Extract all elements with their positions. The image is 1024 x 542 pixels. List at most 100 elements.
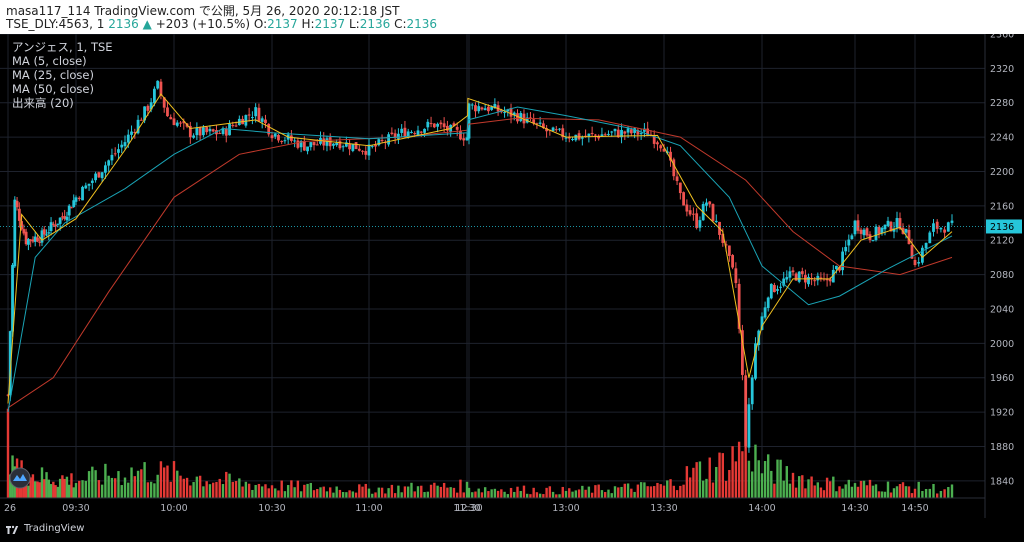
candle-body (100, 172, 104, 179)
volume-bar (932, 483, 935, 498)
candle-body (541, 123, 545, 128)
candle-body (935, 221, 939, 229)
candle-body (113, 153, 117, 155)
candle-body (636, 129, 640, 135)
candle-body (309, 142, 313, 148)
candle-body (750, 377, 754, 405)
candle-body (192, 135, 195, 138)
candle-body (892, 228, 896, 232)
volume-bar (607, 489, 610, 498)
candle-body (782, 278, 786, 286)
ma25-line (7, 106, 953, 413)
candle-body (813, 280, 817, 282)
volume-bar (643, 482, 646, 498)
candle-body (554, 129, 558, 131)
volume-bar (630, 488, 633, 498)
candle-body (65, 216, 69, 221)
ma5-line (7, 93, 953, 404)
candle-body (270, 135, 274, 139)
legend-symbol[interactable]: アンジェス, 1, TSE (12, 40, 113, 54)
volume-bar (351, 491, 355, 498)
volume-bar (535, 492, 539, 498)
candle-body (70, 207, 73, 209)
legend-ma50[interactable]: MA (50, close) (12, 82, 94, 96)
volume-bar (798, 476, 801, 498)
volume-bar (597, 484, 600, 498)
candle-body (315, 144, 319, 146)
volume-bar (120, 485, 123, 498)
candle-body (260, 118, 264, 122)
candle-body (390, 132, 394, 135)
time-tick-label: 13:00 (552, 503, 579, 514)
candle-body (794, 273, 798, 281)
volume-bar (429, 484, 433, 498)
candle-body (446, 125, 449, 131)
volume-bar (503, 491, 506, 498)
volume-bar (770, 470, 773, 498)
candle-body (211, 129, 215, 132)
volume-bar (393, 493, 397, 498)
candle-body (567, 137, 571, 139)
legend-volume[interactable]: 出来高 (20) (12, 96, 74, 110)
volume-bar (862, 480, 866, 498)
change-value: +203 (+10.5%) (155, 17, 251, 31)
volume-bar (377, 487, 380, 498)
volume-bar (94, 470, 97, 498)
candle-body (302, 141, 306, 151)
volume-bar (309, 482, 312, 498)
volume-bar (416, 486, 420, 498)
candle-body (139, 119, 143, 121)
volume-bar (744, 422, 747, 498)
volume-bar (49, 484, 53, 498)
candle-body (84, 185, 88, 189)
candle-body (924, 242, 928, 249)
candle-body (835, 265, 838, 270)
candle-body (532, 119, 536, 124)
publish-info: masa117_114 TradingView.com で公開, 5月 26, … (6, 4, 400, 18)
volume-bar (58, 478, 62, 498)
volume-bar (420, 485, 423, 498)
legend-ma25[interactable]: MA (25, close) (12, 68, 94, 82)
volume-bar (149, 481, 153, 498)
candle-body (652, 135, 656, 144)
candle-body (419, 131, 423, 133)
time-tick-label: 14:00 (748, 503, 775, 514)
volume-bar (865, 485, 869, 498)
volume-bar (506, 494, 509, 498)
legend-ma5[interactable]: MA (5, close) (12, 54, 87, 68)
volume-bar (513, 491, 516, 498)
volume-bar (354, 492, 358, 498)
volume-bar (63, 478, 66, 498)
candle-body (932, 223, 935, 232)
volume-bar (682, 484, 685, 498)
volume-bar (907, 486, 911, 498)
candle-body (149, 102, 153, 110)
volume-bar (943, 489, 946, 498)
candle-body (24, 231, 28, 245)
volume-bar (538, 493, 542, 498)
volume-bar (810, 476, 813, 498)
volume-bars (6, 408, 954, 498)
volume-bar (734, 461, 738, 498)
volume-bar (153, 483, 156, 498)
time-tick-label: 10:30 (258, 503, 285, 514)
volume-bar (702, 480, 705, 498)
candle-body (769, 283, 773, 299)
chart-area[interactable]: 1840 1880 1920 1960 2000 2040 2080 2120 2160 2200… (0, 30, 1024, 518)
volume-bar (904, 486, 908, 498)
volume-bar (410, 482, 413, 498)
volume-bar (880, 491, 884, 498)
candle-body (29, 239, 33, 241)
volume-bar (847, 479, 850, 498)
volume-bar (274, 488, 277, 498)
volume-bar (561, 486, 564, 498)
volume-bar (571, 491, 574, 498)
volume-bar (449, 487, 452, 498)
time-tick-label: 14:50 (901, 503, 928, 514)
price-tick-label: 2360 (990, 34, 1014, 41)
volume-bar (68, 484, 71, 498)
symbol-label: TSE_DLY:4563, 1 (6, 17, 105, 31)
price-chart[interactable]: 1840 1880 1920 1960 2000 2040 2080 2120 2160 2200… (0, 30, 1024, 518)
volume-bar (56, 486, 60, 498)
high-label: H: (301, 17, 315, 31)
